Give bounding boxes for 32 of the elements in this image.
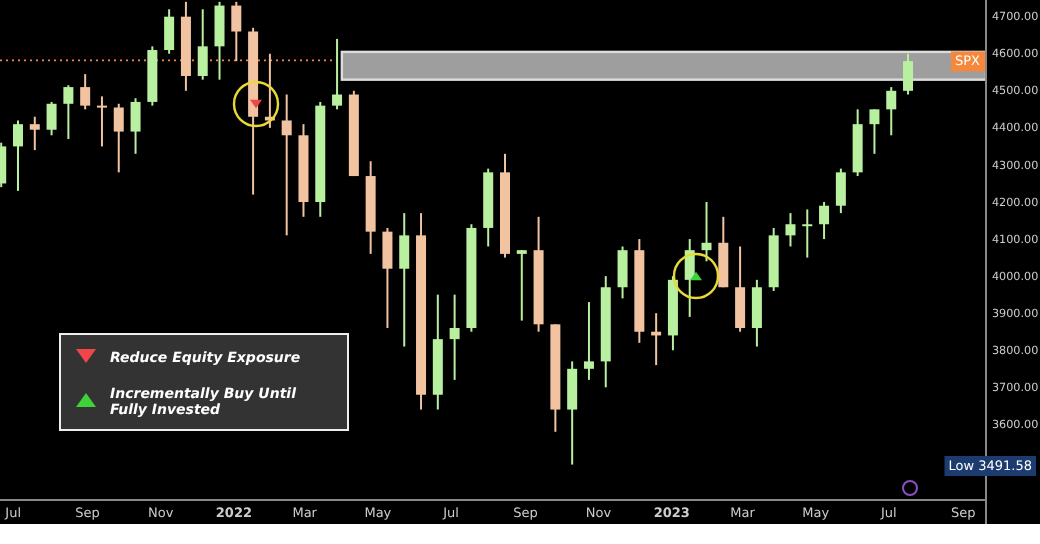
candlestick bbox=[332, 37, 343, 111]
candlestick bbox=[735, 245, 746, 333]
candlestick bbox=[164, 8, 175, 55]
candlestick bbox=[583, 301, 594, 381]
candlestick bbox=[701, 201, 712, 263]
candlestick bbox=[869, 108, 880, 155]
candlestick bbox=[449, 293, 460, 381]
candlestick bbox=[617, 245, 628, 300]
candlestick bbox=[751, 278, 762, 348]
candlestick bbox=[399, 212, 410, 348]
candlestick bbox=[886, 86, 897, 137]
candlestick bbox=[281, 93, 292, 237]
candlestick bbox=[96, 95, 107, 148]
candlestick bbox=[214, 0, 225, 81]
candlestick bbox=[63, 84, 74, 140]
candlestick bbox=[567, 360, 578, 466]
candlestick bbox=[835, 167, 846, 215]
candlestick bbox=[130, 97, 141, 155]
candlestick bbox=[382, 226, 393, 330]
candlestick bbox=[80, 73, 91, 111]
candlestick bbox=[802, 208, 813, 259]
candlestick bbox=[29, 115, 40, 152]
candlestick bbox=[718, 215, 729, 289]
candlestick bbox=[231, 0, 242, 63]
candlestick bbox=[903, 52, 914, 96]
candlestick bbox=[516, 249, 527, 322]
candlestick bbox=[46, 100, 57, 137]
candlestick bbox=[819, 201, 830, 241]
candlestick bbox=[785, 212, 796, 248]
candlestick bbox=[197, 8, 208, 81]
candlestick bbox=[12, 119, 23, 192]
candlestick bbox=[113, 102, 124, 174]
